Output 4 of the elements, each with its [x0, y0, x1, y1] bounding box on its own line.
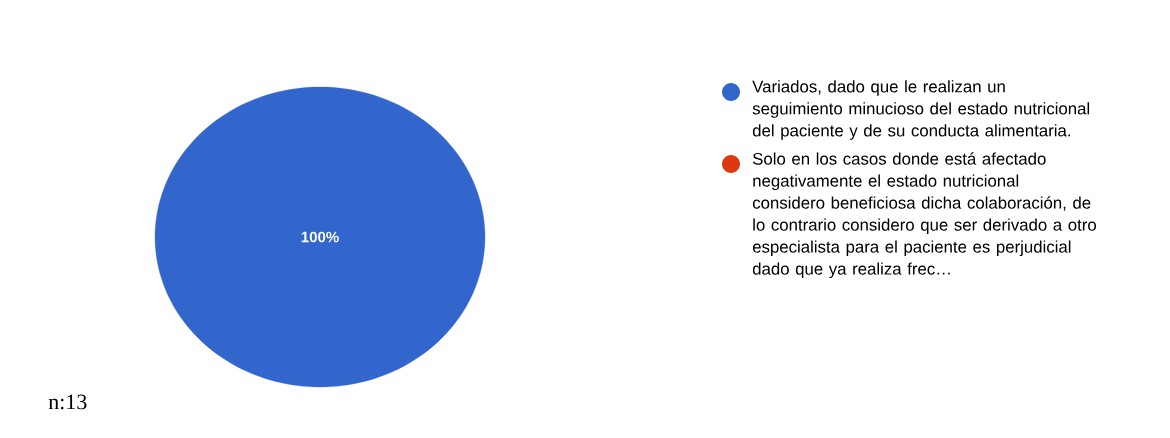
data-label: 100% [301, 231, 339, 243]
text: n:13 [48, 394, 87, 410]
legend-label: Solo en los casos donde está afectado negativamente el estado nutricional considero beneficiosa dicha colaboración, de lo contrario considero que ser derivado a otro especialista para el paciente es perjudicial dado que ya realiza frec… [752, 152, 1097, 279]
legend-label: Variados, dado que le realizan un seguimiento minucioso del estado nutricional del paciente y de su conducta alimentaria. [752, 80, 1090, 140]
